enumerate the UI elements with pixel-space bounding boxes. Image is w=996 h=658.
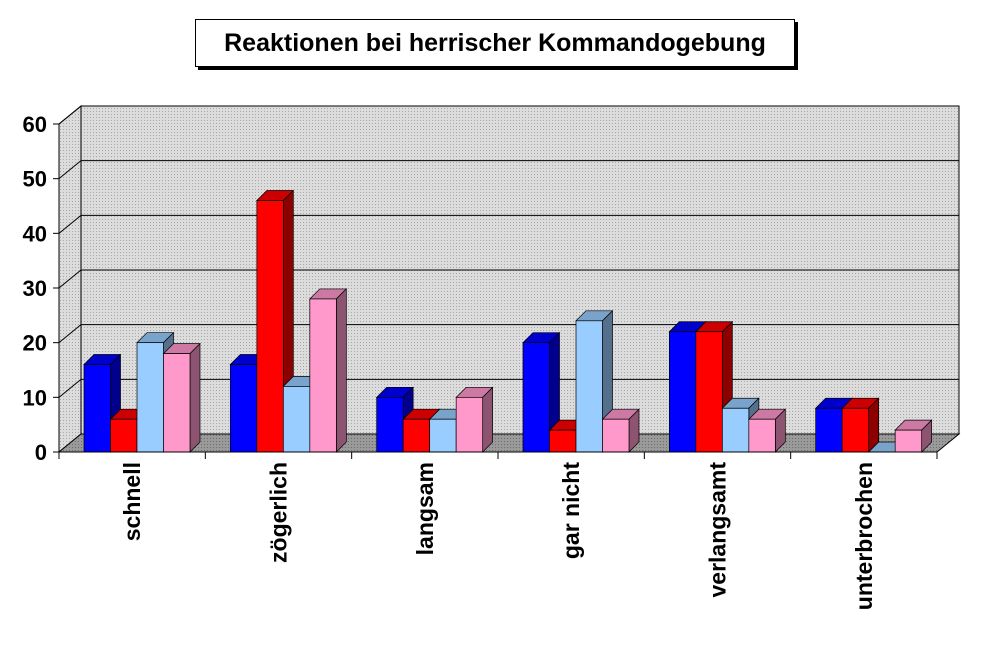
bars: [83, 189, 933, 453]
x-tick-label: langsam: [412, 462, 438, 555]
bar-front: [575, 320, 603, 453]
gridline: [58, 269, 959, 289]
bar-front: [841, 407, 870, 453]
y-tick-label: 0: [35, 440, 47, 465]
bar: [841, 397, 880, 453]
bar-front: [309, 298, 337, 453]
bar-front: [402, 418, 431, 453]
y-tick-label: 50: [23, 167, 47, 192]
bar-side: [335, 288, 347, 453]
bar-front: [136, 342, 164, 453]
bar-front: [282, 386, 311, 453]
axes: [53, 123, 938, 459]
gridline: [58, 214, 959, 234]
x-tick-label: unterbrochen: [851, 462, 877, 610]
y-tick-label: 60: [23, 112, 47, 137]
gridline: [58, 105, 959, 125]
bar-front: [83, 364, 111, 453]
x-tick-label: verlangsamt: [705, 462, 731, 598]
bar-front: [815, 407, 843, 453]
bar: [694, 320, 734, 453]
bar-side: [189, 342, 201, 453]
bar-front: [455, 396, 484, 453]
y-tick-labels: 0 10 20 30 40 50 60: [23, 112, 47, 465]
gridline: [58, 324, 959, 344]
bar-front: [163, 353, 191, 453]
bar: [162, 342, 201, 453]
bar-front: [894, 429, 923, 453]
y-tick-label: 30: [23, 276, 47, 301]
bar-front: [376, 396, 404, 453]
bar: [601, 408, 640, 453]
y-tick-label: 20: [23, 331, 47, 356]
bar: [747, 408, 787, 453]
x-tick-label: schnell: [119, 462, 145, 541]
gridline: [58, 378, 959, 398]
bar: [83, 353, 122, 453]
bar-front: [668, 331, 697, 453]
bar-front: [110, 418, 138, 453]
x-tick-label: zögerlich: [266, 462, 292, 563]
bar-front: [602, 418, 630, 453]
chart-title: Reaktionen bei herrischer Kommandogebung: [195, 19, 795, 67]
bar-front: [748, 418, 776, 453]
bar-front: [549, 429, 577, 453]
y-tick-label: 10: [23, 385, 47, 410]
bar-front: [256, 200, 284, 453]
gridline: [58, 160, 959, 180]
bar-side: [482, 386, 494, 453]
y-tick-label: 40: [23, 221, 47, 246]
bar: [308, 288, 348, 453]
gridlines: [58, 105, 959, 398]
bar-front: [522, 342, 550, 453]
bar: [894, 419, 933, 453]
bar-front: [429, 418, 457, 453]
x-tick-label: gar nicht: [558, 462, 584, 559]
bar: [455, 386, 494, 453]
bar: [575, 309, 614, 453]
bar-front: [695, 331, 723, 453]
bar-front: [229, 364, 258, 453]
x-tick-labels: schnell zögerlich langsam gar nicht verlangs…: [119, 462, 877, 611]
bar-front: [721, 407, 750, 453]
